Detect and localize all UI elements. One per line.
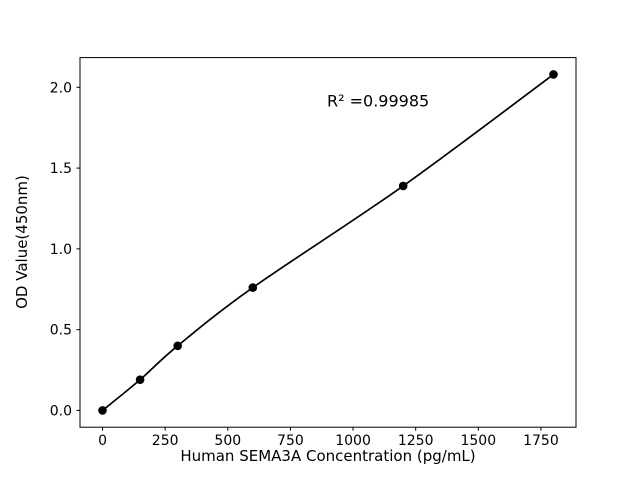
x-axis-label: Human SEMA3A Concentration (pg/mL) [180, 447, 475, 465]
x-tick-label: 0 [98, 433, 107, 449]
data-point [248, 283, 258, 292]
data-point [398, 181, 408, 191]
axes-frame [79, 57, 577, 428]
x-tick-label: 1000 [335, 433, 371, 449]
x-tick-label: 750 [277, 433, 304, 449]
r-squared-annotation: R² =0.99985 [327, 92, 429, 111]
y-tick-label: 0.5 [50, 323, 72, 339]
x-tick-label: 1500 [460, 433, 496, 449]
x-tick-label: 1250 [398, 433, 434, 449]
data-point [135, 375, 145, 385]
fit-line [101, 73, 555, 412]
y-tick-label: 2.0 [50, 80, 72, 96]
x-tick-label: 500 [214, 433, 241, 449]
plot-area: 0 250 500 750 1000 1250 1500 1750 0.0 0.5 1.0 1.5 2.… [50, 57, 577, 449]
x-tick-label: 250 [152, 433, 179, 449]
y-tick-label: 0.0 [50, 403, 72, 419]
data-point [549, 70, 558, 79]
y-tick-label: 1.0 [50, 242, 72, 258]
y-axis-label: OD Value(450nm) [13, 175, 31, 309]
data-point [98, 406, 107, 415]
data-point [173, 341, 182, 351]
y-tick-label: 1.5 [50, 161, 72, 177]
x-tick-label: 1750 [523, 433, 559, 449]
